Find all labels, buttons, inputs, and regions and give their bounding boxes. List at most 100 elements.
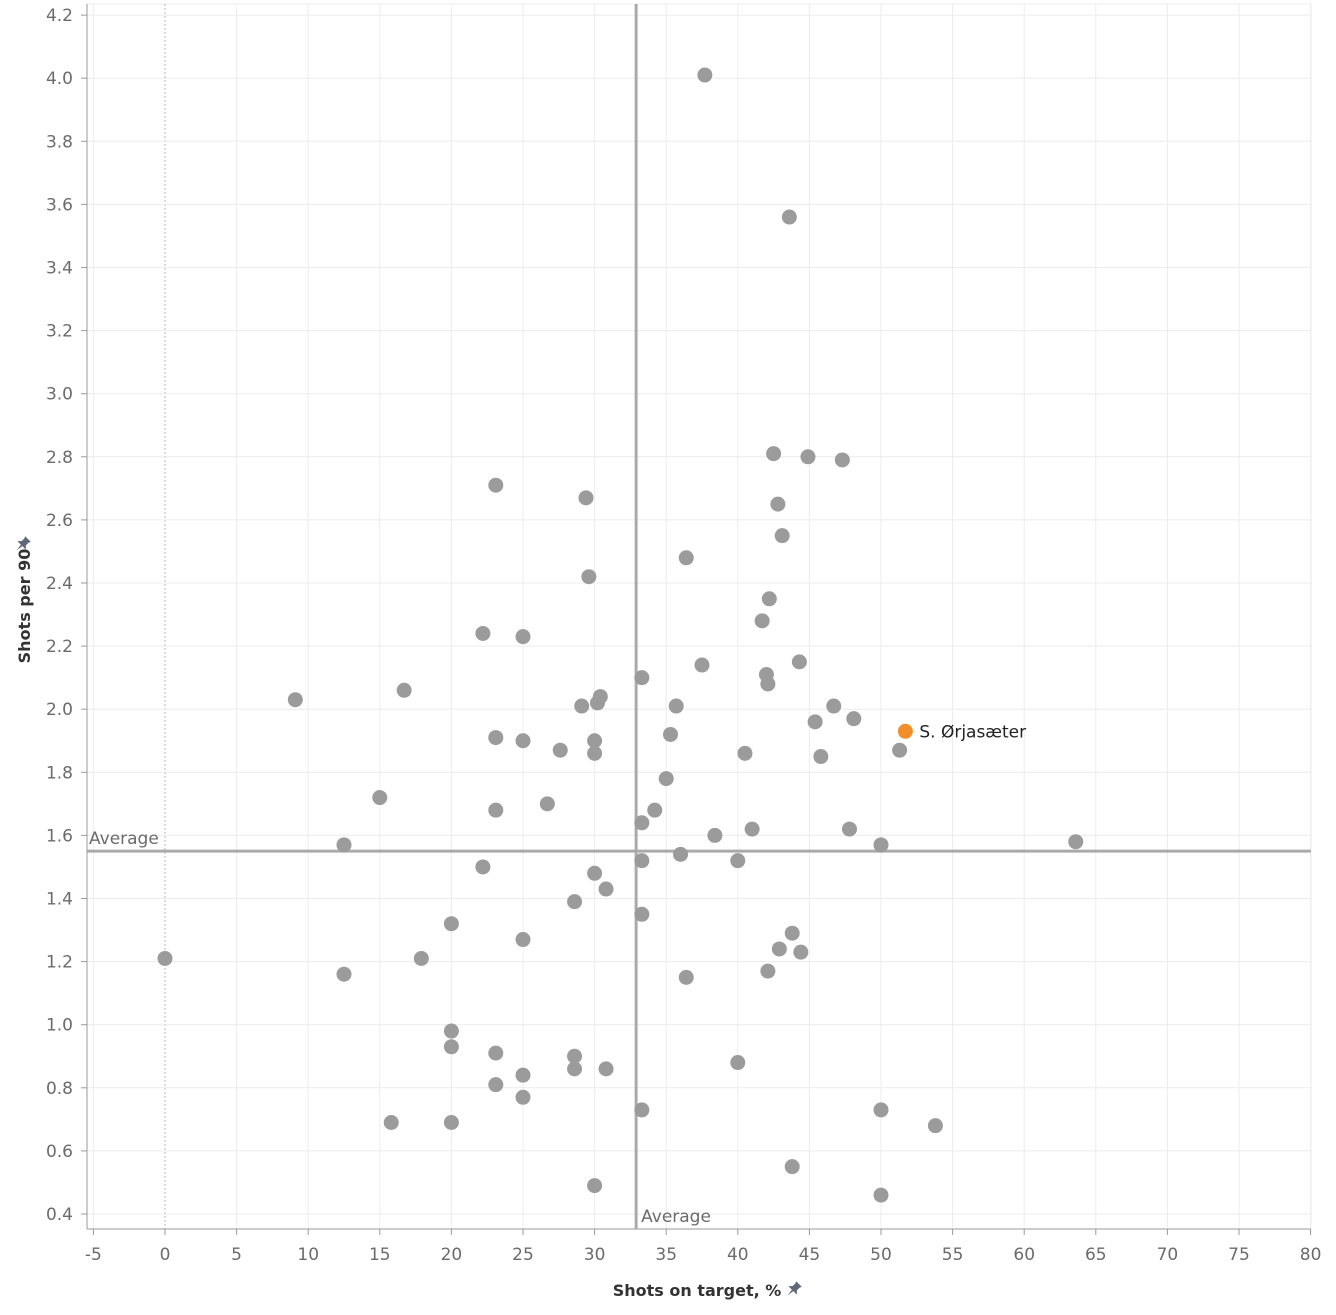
data-point[interactable] — [771, 941, 787, 957]
y-axis-pin-icon[interactable] — [12, 535, 32, 555]
data-point[interactable] — [737, 745, 753, 761]
data-point[interactable] — [694, 657, 710, 673]
data-point[interactable] — [760, 676, 776, 692]
data-point[interactable] — [634, 853, 650, 869]
data-point[interactable] — [807, 714, 823, 730]
data-point[interactable] — [730, 853, 746, 869]
data-point[interactable] — [552, 742, 568, 758]
data-point[interactable] — [697, 67, 713, 83]
data-point[interactable] — [581, 569, 597, 585]
data-point[interactable] — [589, 695, 605, 711]
data-point[interactable] — [873, 1102, 889, 1118]
data-point[interactable] — [383, 1115, 399, 1131]
data-point[interactable] — [774, 528, 790, 544]
data-point[interactable] — [673, 846, 689, 862]
data-point[interactable] — [927, 1118, 943, 1134]
data-point[interactable] — [873, 1187, 889, 1203]
data-point[interactable] — [443, 916, 459, 932]
data-point[interactable] — [813, 749, 829, 765]
data-point[interactable] — [598, 881, 614, 897]
data-point[interactable] — [587, 733, 603, 749]
average-lines: Average Average — [87, 4, 1311, 1229]
data-point[interactable] — [336, 837, 352, 853]
data-point[interactable] — [770, 496, 786, 512]
y-tick-label: 0.6 — [46, 1142, 73, 1162]
data-point[interactable] — [730, 1055, 746, 1071]
data-point[interactable] — [634, 1102, 650, 1118]
data-point[interactable] — [587, 1178, 603, 1194]
data-points — [157, 67, 1084, 1203]
data-point[interactable] — [475, 859, 491, 875]
data-point[interactable] — [515, 932, 531, 948]
data-point[interactable] — [634, 670, 650, 686]
data-point[interactable] — [567, 1048, 583, 1064]
data-point[interactable] — [574, 698, 590, 714]
data-point[interactable] — [781, 209, 797, 225]
data-point[interactable] — [587, 865, 603, 881]
data-point[interactable] — [791, 654, 807, 670]
data-point[interactable] — [1068, 834, 1084, 850]
data-point[interactable] — [760, 963, 776, 979]
data-point[interactable] — [784, 925, 800, 941]
data-point[interactable] — [634, 815, 650, 831]
data-point[interactable] — [287, 692, 303, 708]
data-point[interactable] — [567, 1061, 583, 1077]
y-tick-label: 2.8 — [46, 448, 73, 468]
data-point[interactable] — [157, 950, 173, 966]
data-point[interactable] — [784, 1159, 800, 1175]
data-point[interactable] — [846, 711, 862, 727]
data-point[interactable] — [598, 1061, 614, 1077]
y-tick-label: 0.8 — [46, 1079, 73, 1099]
highlight-group[interactable]: S. Ørjasæter — [897, 722, 1026, 742]
y-tick-label: 3.0 — [46, 385, 73, 405]
data-point[interactable] — [567, 894, 583, 910]
data-point[interactable] — [744, 821, 760, 837]
data-point[interactable] — [539, 796, 555, 812]
data-point[interactable] — [515, 733, 531, 749]
data-point[interactable] — [793, 944, 809, 960]
data-point[interactable] — [488, 730, 504, 746]
data-point[interactable] — [475, 625, 491, 641]
data-point[interactable] — [678, 550, 694, 566]
x-tick-label: 0 — [160, 1245, 171, 1265]
pin-shape — [16, 536, 31, 551]
highlight-point[interactable] — [897, 723, 913, 739]
data-point[interactable] — [662, 726, 678, 742]
x-axis-pin-icon[interactable] — [783, 1280, 803, 1300]
x-tick-label: 30 — [584, 1245, 606, 1265]
data-point[interactable] — [761, 591, 777, 607]
data-point[interactable] — [488, 1045, 504, 1061]
data-point[interactable] — [587, 745, 603, 761]
data-point[interactable] — [754, 613, 770, 629]
data-point[interactable] — [834, 452, 850, 468]
data-point[interactable] — [578, 490, 594, 506]
data-point[interactable] — [707, 827, 723, 843]
data-point[interactable] — [372, 790, 388, 806]
data-point[interactable] — [413, 950, 429, 966]
data-point[interactable] — [488, 1077, 504, 1093]
data-point[interactable] — [443, 1039, 459, 1055]
y-tick-label: 1.2 — [46, 953, 73, 973]
data-point[interactable] — [515, 1089, 531, 1105]
data-point[interactable] — [634, 906, 650, 922]
data-point[interactable] — [892, 742, 908, 758]
data-point[interactable] — [443, 1115, 459, 1131]
data-point[interactable] — [841, 821, 857, 837]
data-point[interactable] — [443, 1023, 459, 1039]
data-point[interactable] — [826, 698, 842, 714]
data-point[interactable] — [766, 446, 782, 462]
data-point[interactable] — [658, 771, 674, 787]
data-point[interactable] — [678, 969, 694, 985]
data-point[interactable] — [668, 698, 684, 714]
data-point[interactable] — [873, 837, 889, 853]
data-point[interactable] — [515, 629, 531, 645]
y-axis-title-group: Shots per 90 — [12, 535, 34, 663]
data-point[interactable] — [396, 682, 412, 698]
data-point[interactable] — [336, 966, 352, 982]
data-point[interactable] — [800, 449, 816, 465]
data-point[interactable] — [647, 802, 663, 818]
data-point[interactable] — [488, 477, 504, 493]
data-point[interactable] — [488, 802, 504, 818]
data-point[interactable] — [515, 1067, 531, 1083]
